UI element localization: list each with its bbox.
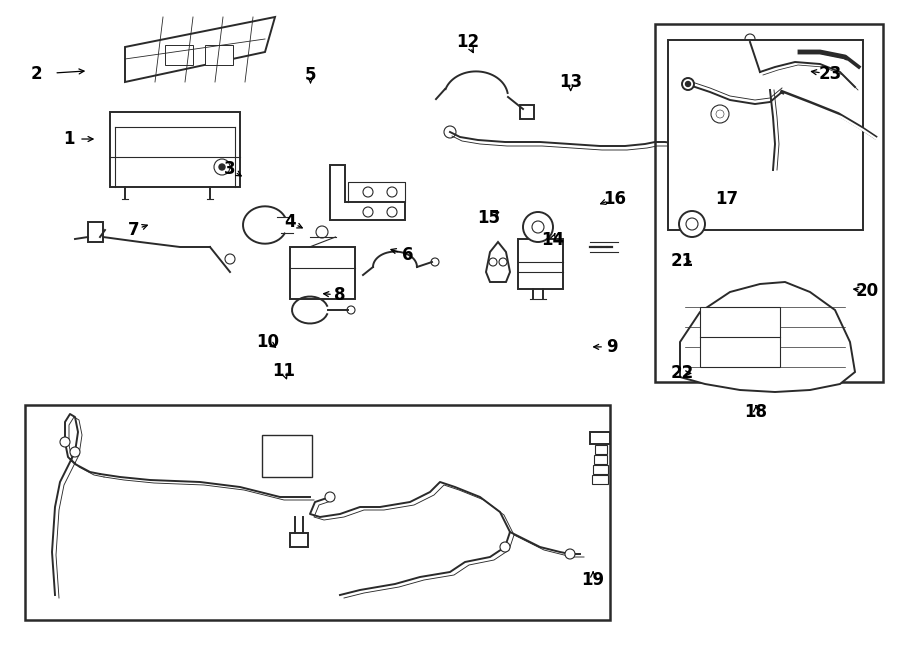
Polygon shape <box>486 242 510 282</box>
Circle shape <box>489 258 497 266</box>
Text: 16: 16 <box>603 189 626 208</box>
Circle shape <box>500 542 510 552</box>
Polygon shape <box>330 165 405 220</box>
Bar <box>668 40 863 230</box>
Polygon shape <box>680 282 855 392</box>
Circle shape <box>686 218 698 230</box>
Circle shape <box>431 258 439 266</box>
Bar <box>110 112 240 187</box>
Text: 14: 14 <box>541 230 564 249</box>
Circle shape <box>363 187 373 197</box>
Circle shape <box>686 81 690 87</box>
Bar <box>700 307 780 367</box>
Text: 15: 15 <box>477 209 500 228</box>
Circle shape <box>716 110 724 118</box>
Circle shape <box>745 34 755 44</box>
Text: 1: 1 <box>64 130 75 148</box>
Text: 10: 10 <box>256 332 279 351</box>
Text: 18: 18 <box>744 402 768 421</box>
Circle shape <box>70 447 80 457</box>
Text: 21: 21 <box>670 252 694 270</box>
Bar <box>290 247 355 299</box>
Circle shape <box>565 549 575 559</box>
Text: 7: 7 <box>128 221 139 240</box>
Text: 20: 20 <box>855 281 878 300</box>
Text: 13: 13 <box>559 73 582 91</box>
Text: 19: 19 <box>581 571 605 589</box>
Circle shape <box>682 78 694 90</box>
Bar <box>592 475 608 484</box>
Circle shape <box>709 140 721 152</box>
Polygon shape <box>125 17 275 82</box>
Text: 2: 2 <box>31 65 41 83</box>
Bar <box>520 105 534 119</box>
Bar <box>655 24 883 382</box>
Bar <box>205 45 233 65</box>
Text: 22: 22 <box>670 364 694 383</box>
Bar <box>290 533 308 547</box>
Bar <box>593 465 608 474</box>
Bar <box>595 445 607 454</box>
Circle shape <box>523 212 553 242</box>
Circle shape <box>532 221 544 233</box>
Bar <box>25 405 610 620</box>
Circle shape <box>387 187 397 197</box>
Bar <box>165 45 193 65</box>
Circle shape <box>325 492 335 502</box>
Text: 4: 4 <box>284 213 295 231</box>
Circle shape <box>225 254 235 264</box>
Text: 11: 11 <box>272 361 295 380</box>
Circle shape <box>499 258 507 266</box>
Circle shape <box>60 437 70 447</box>
Circle shape <box>444 126 456 138</box>
Circle shape <box>363 207 373 217</box>
Circle shape <box>711 105 729 123</box>
Circle shape <box>219 164 225 170</box>
Circle shape <box>766 168 778 180</box>
Circle shape <box>679 211 705 237</box>
Bar <box>594 455 607 464</box>
Circle shape <box>214 159 230 175</box>
Text: 5: 5 <box>305 66 316 84</box>
Text: 12: 12 <box>456 33 480 52</box>
Bar <box>518 239 563 289</box>
Text: 8: 8 <box>335 286 346 305</box>
Bar <box>88 222 103 242</box>
Text: 6: 6 <box>402 246 413 264</box>
Text: 9: 9 <box>607 338 617 356</box>
Text: 17: 17 <box>716 189 739 208</box>
Circle shape <box>387 207 397 217</box>
Text: 3: 3 <box>224 160 235 178</box>
Text: 23: 23 <box>818 65 842 83</box>
Circle shape <box>848 85 862 99</box>
Bar <box>262 435 312 477</box>
Circle shape <box>316 226 328 238</box>
Bar <box>590 432 610 444</box>
Circle shape <box>347 306 355 314</box>
